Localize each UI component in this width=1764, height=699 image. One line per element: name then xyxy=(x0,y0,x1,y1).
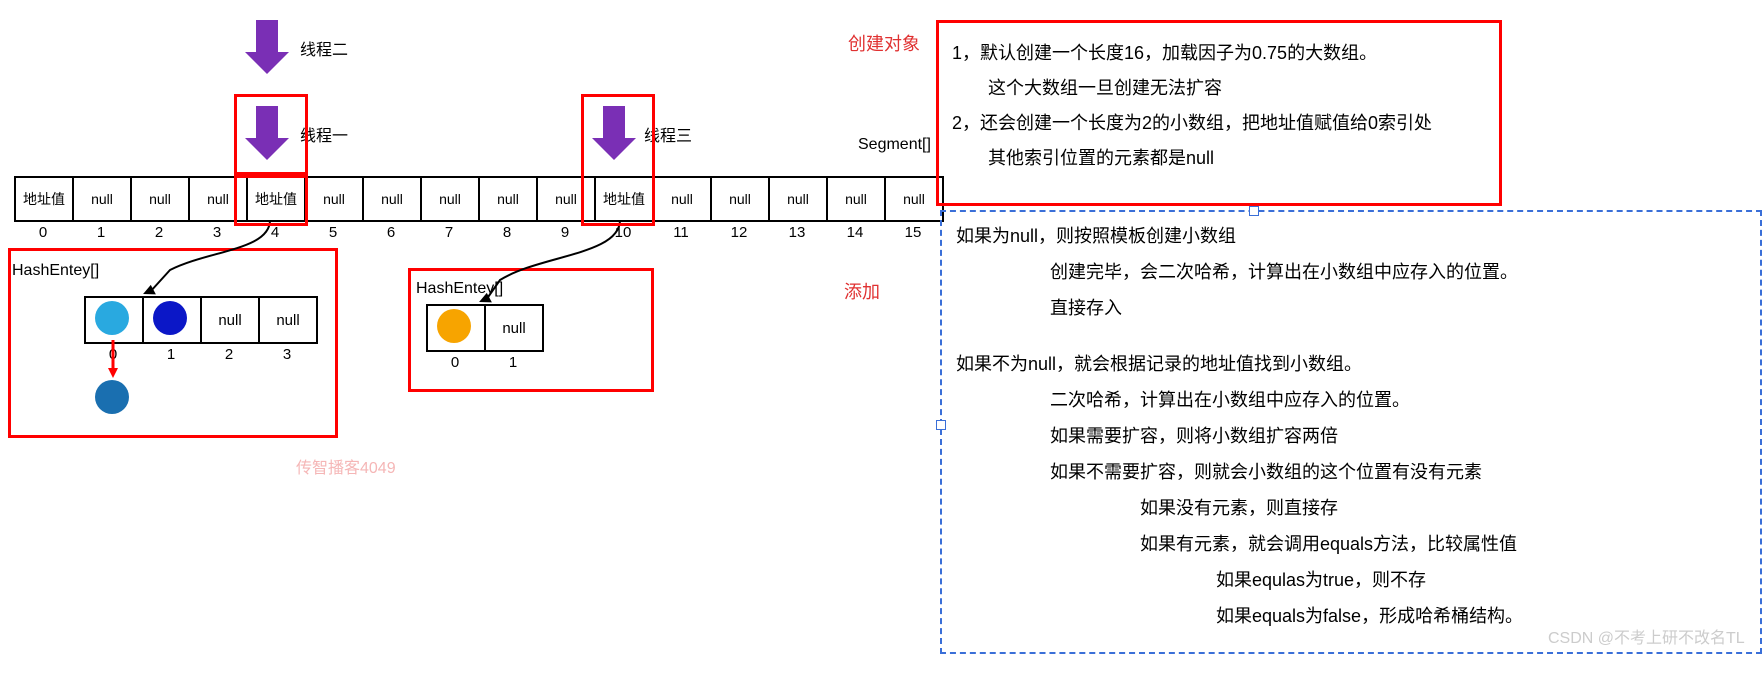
dash-handle-side xyxy=(936,420,946,430)
create-line: 其他索引位置的元素都是null xyxy=(952,141,1432,176)
segment-label: Segment[] xyxy=(858,136,931,154)
segment-array: 地址值nullnullnull地址值nullnullnullnullnull地址… xyxy=(14,176,944,222)
watermark-right: CSDN @不考上研不改名TL xyxy=(1548,624,1745,648)
section-add: 添加 xyxy=(844,278,880,304)
segment-index: 13 xyxy=(768,224,826,241)
segment-cell: null xyxy=(364,178,422,220)
add-null-l2: 直接存入 xyxy=(1050,294,1122,320)
segment-cell: null xyxy=(886,178,942,220)
segment-index: 1 xyxy=(72,224,130,241)
segment-index: 0 xyxy=(14,224,72,241)
add-null-l1: 创建完毕，会二次哈希，计算出在小数组中应存入的位置。 xyxy=(1050,258,1518,284)
segment-cell: null xyxy=(422,178,480,220)
segment-cell: null xyxy=(654,178,712,220)
add-nn-l2: 如果需要扩容，则将小数组扩容两倍 xyxy=(1050,422,1338,448)
seg10-link-red xyxy=(581,94,655,226)
segment-cell: null xyxy=(132,178,190,220)
segment4-link xyxy=(140,220,300,300)
segment-cell: null xyxy=(480,178,538,220)
create-lines: 1，默认创建一个长度16，加载因子为0.75的大数组。 这个大数组一旦创建无法扩… xyxy=(952,36,1432,176)
segment-index: 5 xyxy=(304,224,362,241)
segment-index: 6 xyxy=(362,224,420,241)
segment-cell: null xyxy=(74,178,132,220)
add-nn-l3a: 如果没有元素，则直接存 xyxy=(1140,494,1338,520)
segment-index: 11 xyxy=(652,224,710,241)
seg4-link-red xyxy=(234,172,308,226)
segment-cell: null xyxy=(828,178,886,220)
segment-index: 7 xyxy=(420,224,478,241)
thread1-highlight xyxy=(234,94,308,178)
dash-handle-top xyxy=(1249,206,1259,216)
create-line: 1，默认创建一个长度16，加载因子为0.75的大数组。 xyxy=(952,36,1432,71)
add-nn-l3b: 如果有元素，就会调用equals方法，比较属性值 xyxy=(1140,530,1517,556)
segment-cell: 地址值 xyxy=(16,178,74,220)
segment-cell: null xyxy=(306,178,364,220)
watermark-left: 传智播客4049 xyxy=(296,454,396,478)
segment-cell: null xyxy=(712,178,770,220)
segment-index: 12 xyxy=(710,224,768,241)
thread2-label: 线程二 xyxy=(300,36,348,60)
section-create: 创建对象 xyxy=(848,30,920,56)
add-null-title: 如果为null，则按照模板创建小数组 xyxy=(956,222,1236,248)
create-line: 这个大数组一旦创建无法扩容 xyxy=(952,71,1432,106)
create-line: 2，还会创建一个长度为2的小数组，把地址值赋值给0索引处 xyxy=(952,106,1432,141)
segment-index: 15 xyxy=(884,224,942,241)
segment10-link xyxy=(480,220,650,310)
add-nn-l3b1: 如果equlas为true，则不存 xyxy=(1216,566,1426,592)
add-nn-l3: 如果不需要扩容，则就会小数组的这个位置有没有元素 xyxy=(1050,458,1482,484)
add-nn-l3b2: 如果equals为false，形成哈希桶结构。 xyxy=(1216,602,1523,628)
add-nn-l1: 二次哈希，计算出在小数组中应存入的位置。 xyxy=(1050,386,1410,412)
thread2-arrow xyxy=(245,20,289,74)
segment-cell: null xyxy=(770,178,828,220)
add-nn-title: 如果不为null，就会根据记录的地址值找到小数组。 xyxy=(956,350,1362,376)
segment-index: 14 xyxy=(826,224,884,241)
